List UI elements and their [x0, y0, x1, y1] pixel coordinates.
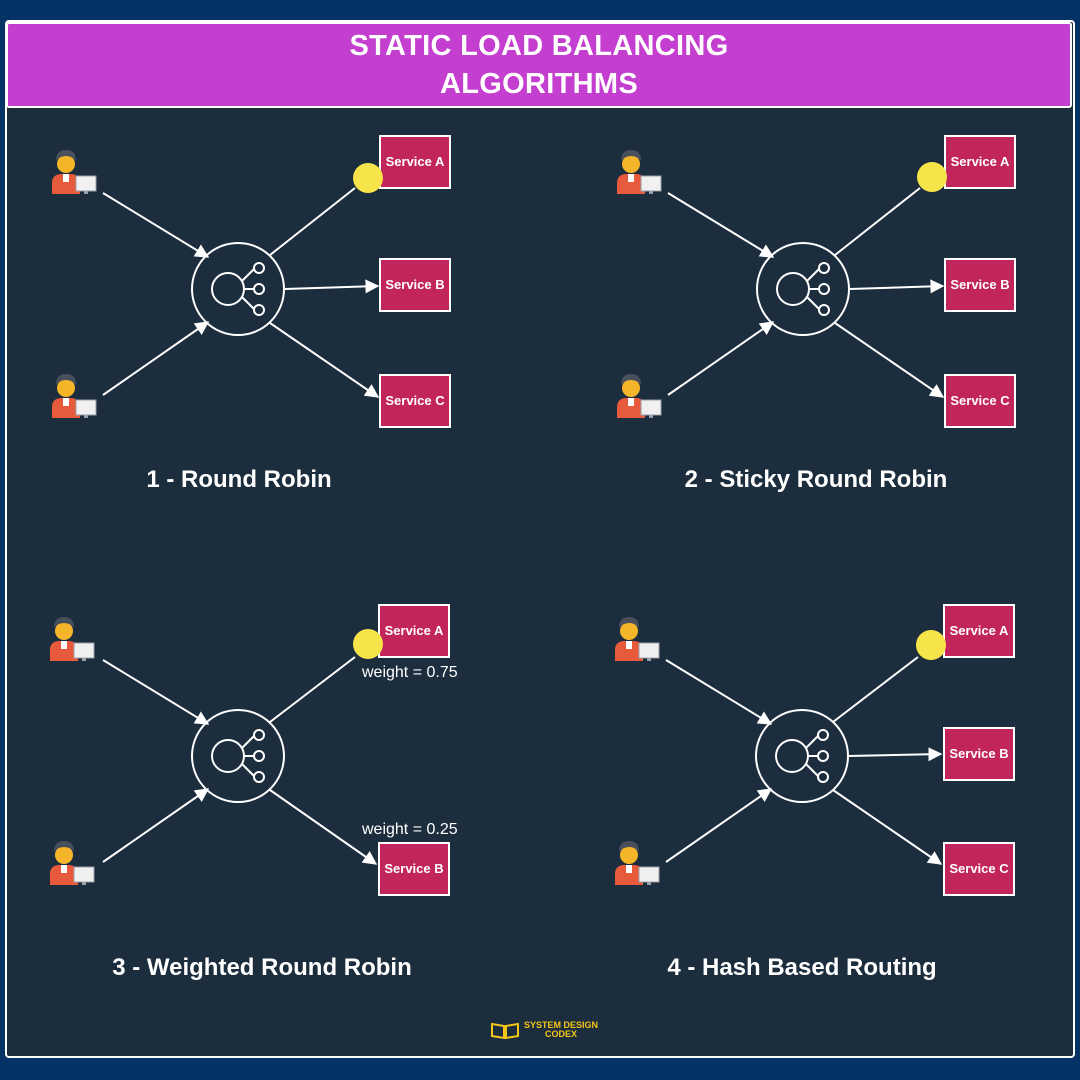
service-a-box: Service A	[379, 135, 451, 189]
service-label: Service A	[950, 623, 1009, 638]
brand-line-2: CODEX	[545, 1029, 578, 1039]
route-arrow	[832, 789, 943, 865]
caption-sticky-round-robin: 2 - Sticky Round Robin	[685, 466, 948, 493]
route-arrow	[832, 656, 919, 723]
diagram-weighted-round-robin: Service A Service B weight = 0.75 weight…	[49, 604, 458, 981]
load-balancer-icon	[756, 242, 850, 336]
title-line-2: ALGORITHMS	[440, 68, 638, 100]
load-balancer-icon	[191, 242, 285, 336]
weight-label-a: weight = 0.75	[361, 664, 458, 681]
request-token-dot	[353, 629, 383, 659]
service-b-box: Service B	[944, 258, 1016, 312]
request-arrow	[665, 788, 773, 863]
user-icon	[49, 840, 95, 886]
service-b-box: Service B	[379, 258, 451, 312]
route-arrow	[269, 187, 356, 256]
service-label: Service B	[384, 861, 443, 876]
service-c-box: Service C	[379, 374, 451, 428]
diagram-sticky-round-robin: Service A Service B Service C 2 - Sticky…	[616, 135, 1016, 493]
user-icon	[614, 840, 660, 886]
open-book-icon	[491, 1022, 519, 1040]
service-b-box: Service B	[943, 727, 1015, 781]
service-c-box: Service C	[943, 842, 1015, 896]
diagram-panel	[5, 20, 1075, 1058]
service-c-box: Service C	[944, 374, 1016, 428]
load-balancer-icon	[191, 709, 285, 803]
caption-round-robin: 1 - Round Robin	[146, 466, 331, 493]
user-icon	[616, 373, 662, 419]
diagram-round-robin: Service A Service B Service C 1 - Round …	[51, 135, 451, 493]
load-balancer-icon	[755, 709, 849, 803]
diagram-hash-based-routing: Service A Service B Service C 4 - Hash B…	[614, 604, 1015, 981]
brand-line-1: SYSTEM DESIGN	[524, 1020, 599, 1030]
user-icon	[614, 616, 660, 662]
service-label: Service B	[949, 746, 1008, 761]
request-arrow	[102, 788, 210, 863]
route-arrow	[847, 747, 943, 762]
request-token-dot	[916, 630, 946, 660]
route-arrow	[269, 656, 356, 723]
title-line-1: STATIC LOAD BALANCING	[349, 30, 729, 62]
user-icon	[51, 149, 97, 195]
request-arrow	[665, 659, 773, 725]
request-arrow	[102, 192, 210, 258]
request-arrow	[102, 659, 210, 725]
request-arrow	[667, 321, 775, 396]
caption-weighted-round-robin: 3 - Weighted Round Robin	[112, 954, 412, 981]
route-arrow	[269, 789, 378, 865]
route-arrow	[269, 322, 380, 398]
user-icon	[51, 373, 97, 419]
route-arrow	[834, 322, 945, 398]
brand-logo: SYSTEM DESIGN CODEX	[490, 1020, 598, 1040]
service-label: Service A	[386, 154, 445, 169]
route-arrow	[834, 187, 921, 256]
service-label: Service C	[949, 861, 1009, 876]
service-label: Service B	[385, 277, 444, 292]
request-token-dot	[917, 162, 947, 192]
title-banner: STATIC LOAD BALANCING ALGORITHMS	[6, 22, 1072, 108]
user-icon	[616, 149, 662, 195]
service-a-box: Service A	[378, 604, 450, 658]
service-label: Service C	[385, 393, 445, 408]
caption-hash-based-routing: 4 - Hash Based Routing	[667, 954, 936, 981]
service-label: Service A	[951, 154, 1010, 169]
service-a-box: Service A	[944, 135, 1016, 189]
request-arrow	[102, 321, 210, 396]
route-arrow	[849, 279, 945, 294]
service-a-box: Service A	[943, 604, 1015, 658]
user-icon	[49, 616, 95, 662]
service-b-box: Service B	[378, 842, 450, 896]
service-label: Service C	[950, 393, 1010, 408]
service-label: Service A	[385, 623, 444, 638]
request-arrow	[667, 192, 775, 258]
service-label: Service B	[950, 277, 1009, 292]
brand-name: SYSTEM DESIGN CODEX	[524, 1021, 598, 1039]
request-token-dot	[353, 163, 383, 193]
weight-label-b: weight = 0.25	[361, 821, 458, 838]
route-arrow	[284, 279, 380, 294]
